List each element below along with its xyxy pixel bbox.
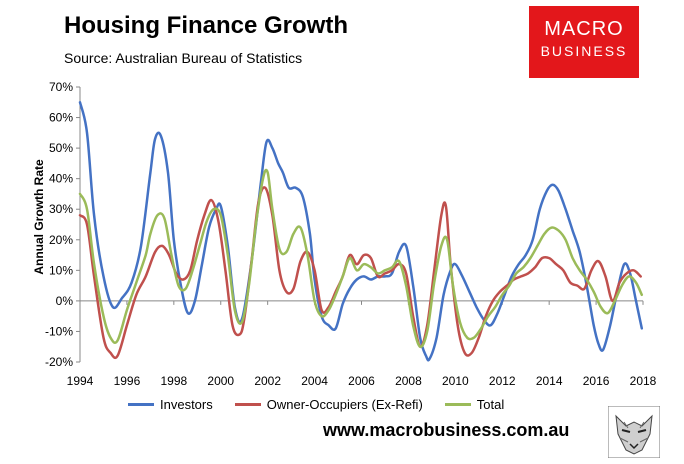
legend-label-owner-occupiers: Owner-Occupiers (Ex-Refi) <box>266 397 423 412</box>
logo-text-macro: MACRO <box>544 18 624 40</box>
x-tick-label: 2010 <box>442 374 469 388</box>
y-tick-label: 0% <box>56 294 74 308</box>
x-tick-label: 1994 <box>67 374 94 388</box>
x-tick-label: 2018 <box>630 374 657 388</box>
x-tick-label: 1998 <box>160 374 187 388</box>
y-tick-label: 10% <box>49 263 73 277</box>
logo-text-business: BUSINESS <box>540 43 628 59</box>
y-tick-label: 70% <box>49 80 73 94</box>
x-tick-label: 2000 <box>207 374 234 388</box>
legend-label-total: Total <box>476 397 505 412</box>
chart-legend: Investors Owner-Occupiers (Ex-Refi) Tota… <box>128 397 504 412</box>
chart-source: Source: Australian Bureau of Statistics <box>64 50 303 66</box>
x-tick-label: 1996 <box>114 374 141 388</box>
macrobusiness-logo: MACRO BUSINESS <box>529 6 639 78</box>
legend-item-total: Total <box>444 397 505 412</box>
y-tick-label: 60% <box>49 111 73 125</box>
y-tick-label: -10% <box>45 324 73 338</box>
x-tick-label: 2006 <box>348 374 375 388</box>
y-tick-label: 20% <box>49 233 73 247</box>
legend-item-owner-occupiers: Owner-Occupiers (Ex-Refi) <box>234 397 423 412</box>
x-tick-label: 2008 <box>395 374 422 388</box>
legend-item-investors: Investors <box>128 397 213 412</box>
y-tick-label: 50% <box>49 141 73 155</box>
chart-axes: 70% 60% 50% 40% 30% 20% 10% 0% -10% -20% 1994 1996 1… <box>45 80 657 388</box>
legend-swatch-investors <box>128 403 154 406</box>
legend-swatch-owner-occupiers <box>234 403 261 406</box>
x-tick-label: 2004 <box>301 374 328 388</box>
legend-label-investors: Investors <box>160 397 213 412</box>
series-line-investors <box>78 101 644 362</box>
x-tick-label: 2012 <box>489 374 516 388</box>
legend-swatch-total <box>444 403 471 406</box>
series-lines <box>78 101 644 362</box>
series-line-total <box>78 168 644 349</box>
y-tick-label: 40% <box>49 172 73 186</box>
y-tick-label: 30% <box>49 202 73 216</box>
x-tick-label: 2002 <box>254 374 281 388</box>
chart-title: Housing Finance Growth <box>64 12 349 39</box>
y-tick-label: -20% <box>45 355 73 369</box>
wolf-mascot-icon <box>608 406 660 458</box>
website-url: www.macrobusiness.com.au <box>323 420 570 440</box>
series-line-owner-occupiers-ex-refi <box>78 186 642 360</box>
x-tick-label: 2016 <box>583 374 610 388</box>
x-tick-label: 2014 <box>536 374 563 388</box>
